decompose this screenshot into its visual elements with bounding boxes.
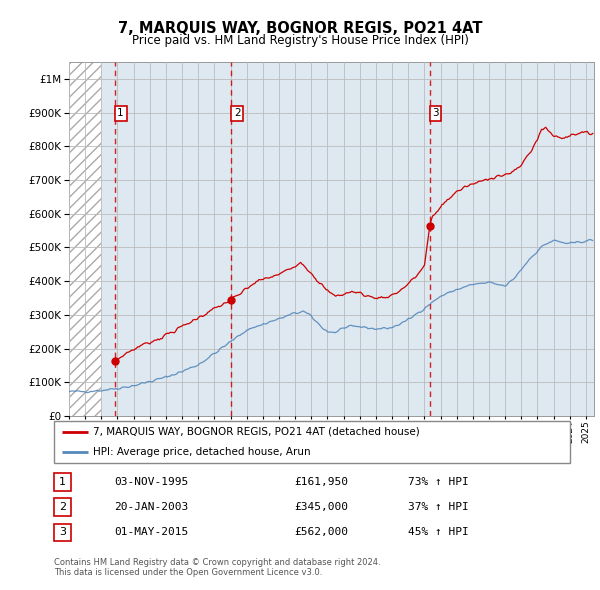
Text: 1: 1 [59,477,66,487]
Text: 45% ↑ HPI: 45% ↑ HPI [408,527,469,537]
Text: 3: 3 [59,527,66,537]
Text: 03-NOV-1995: 03-NOV-1995 [114,477,188,487]
Text: 7, MARQUIS WAY, BOGNOR REGIS, PO21 4AT: 7, MARQUIS WAY, BOGNOR REGIS, PO21 4AT [118,21,482,35]
Text: 3: 3 [432,109,439,118]
Text: 2: 2 [234,109,241,118]
Text: 7, MARQUIS WAY, BOGNOR REGIS, PO21 4AT (detached house): 7, MARQUIS WAY, BOGNOR REGIS, PO21 4AT (… [92,427,419,437]
Text: 37% ↑ HPI: 37% ↑ HPI [408,502,469,512]
Text: £562,000: £562,000 [294,527,348,537]
Text: Price paid vs. HM Land Registry's House Price Index (HPI): Price paid vs. HM Land Registry's House … [131,34,469,47]
Text: 01-MAY-2015: 01-MAY-2015 [114,527,188,537]
Text: 1: 1 [117,109,124,118]
Text: £161,950: £161,950 [294,477,348,487]
Text: Contains HM Land Registry data © Crown copyright and database right 2024.
This d: Contains HM Land Registry data © Crown c… [54,558,380,577]
Text: HPI: Average price, detached house, Arun: HPI: Average price, detached house, Arun [92,447,310,457]
Text: £345,000: £345,000 [294,502,348,512]
Text: 2: 2 [59,502,66,512]
Text: 20-JAN-2003: 20-JAN-2003 [114,502,188,512]
Text: 73% ↑ HPI: 73% ↑ HPI [408,477,469,487]
